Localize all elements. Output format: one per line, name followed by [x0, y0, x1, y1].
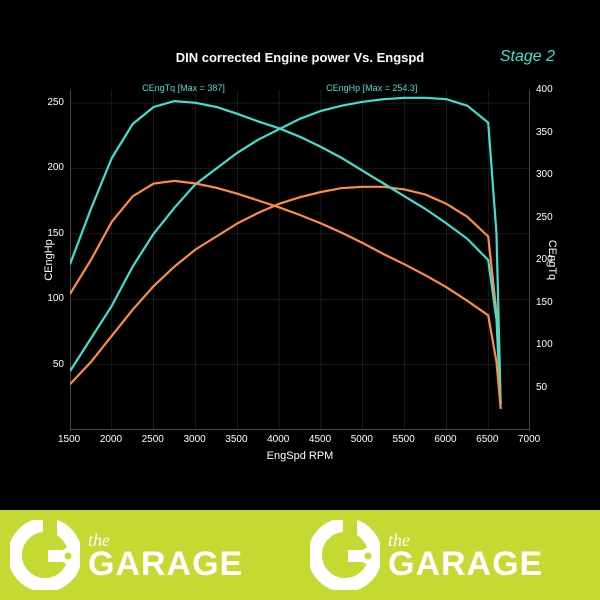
- y-tick-left: 50: [34, 359, 64, 370]
- x-tick: 4000: [267, 434, 289, 445]
- x-tick: 6000: [434, 434, 456, 445]
- x-tick: 5000: [351, 434, 373, 445]
- y-tick-right: 50: [536, 382, 547, 393]
- x-axis-label: EngSpd RPM: [267, 450, 334, 462]
- logo-left: the GARAGE: [0, 510, 300, 600]
- x-tick: 2500: [142, 434, 164, 445]
- y-tick-left: 250: [34, 97, 64, 108]
- y-tick-right: 400: [536, 84, 553, 95]
- logo-garage-text: GARAGE: [388, 549, 543, 580]
- wrench-g-icon: [10, 520, 80, 590]
- dyno-chart: DIN corrected Engine power Vs. Engspd St…: [20, 40, 580, 480]
- wrench-g-icon: [310, 520, 380, 590]
- y-tick-right: 250: [536, 212, 553, 223]
- y-tick-left: 200: [34, 162, 64, 173]
- x-tick: 3500: [225, 434, 247, 445]
- y-tick-right: 200: [536, 254, 553, 265]
- chart-title: DIN corrected Engine power Vs. Engspd: [20, 50, 580, 65]
- y-tick-right: 100: [536, 339, 553, 350]
- y-axis-left-label: CEngHp: [43, 239, 55, 281]
- series-annotation: CEngHp [Max = 254.3]: [326, 83, 417, 93]
- x-tick: 4500: [309, 434, 331, 445]
- plot-area: [70, 90, 530, 430]
- stage-label: Stage 2: [500, 48, 555, 66]
- footer-banner: the GARAGE the GARAGE: [0, 510, 600, 600]
- logo-garage-text: GARAGE: [88, 549, 243, 580]
- y-tick-right: 350: [536, 127, 553, 138]
- x-tick: 5500: [393, 434, 415, 445]
- y-tick-right: 300: [536, 169, 553, 180]
- x-tick: 3000: [183, 434, 205, 445]
- y-tick-right: 150: [536, 297, 553, 308]
- x-tick: 7000: [518, 434, 540, 445]
- logo-right: the GARAGE: [300, 510, 600, 600]
- y-tick-left: 150: [34, 228, 64, 239]
- y-tick-left: 100: [34, 293, 64, 304]
- x-tick: 6500: [476, 434, 498, 445]
- x-tick: 1500: [58, 434, 80, 445]
- series-annotation: CEngTq [Max = 387]: [142, 83, 225, 93]
- x-tick: 2000: [100, 434, 122, 445]
